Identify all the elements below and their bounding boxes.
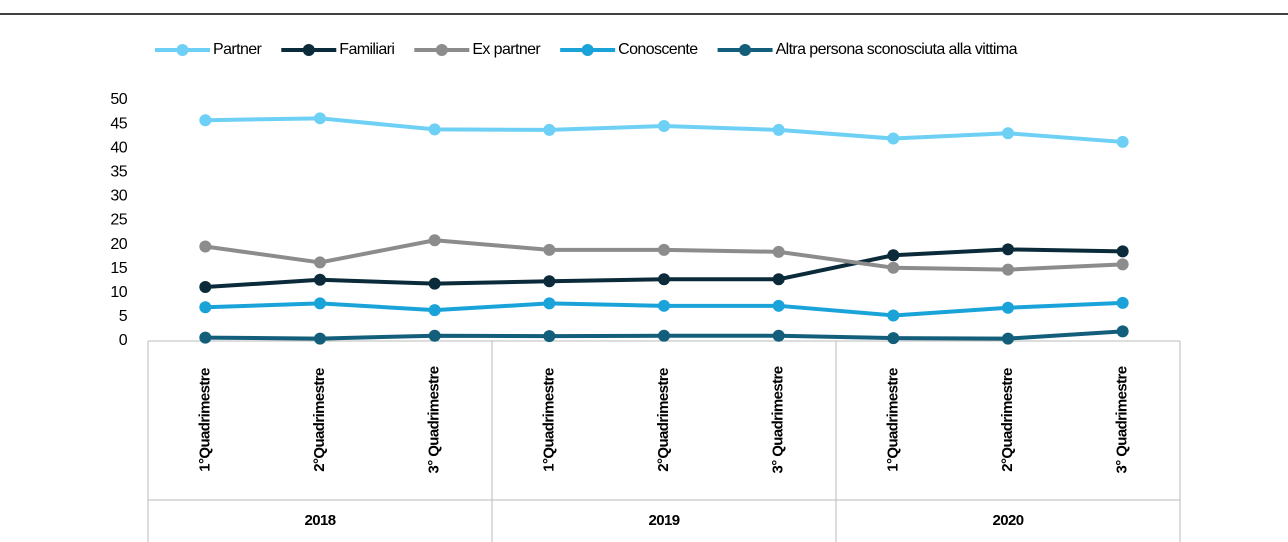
data-point [887, 332, 900, 345]
x-tick-label: 1°Quadrimestre [196, 368, 213, 472]
legend-label: Conoscente [618, 41, 698, 58]
y-tick-label: 45 [110, 115, 127, 132]
legend-marker [739, 44, 752, 56]
data-point [199, 114, 212, 127]
data-point [199, 240, 212, 253]
data-point [428, 123, 441, 136]
y-tick-label: 0 [119, 332, 128, 349]
y-tick-label: 20 [110, 236, 127, 253]
y-tick-label: 10 [110, 284, 127, 301]
data-point [543, 243, 556, 256]
y-tick-label: 30 [110, 188, 127, 205]
data-point [428, 277, 441, 290]
y-tick-label: 35 [110, 164, 127, 181]
data-point [1116, 135, 1129, 148]
data-point [428, 329, 441, 342]
data-point [772, 123, 785, 136]
data-point [1002, 127, 1014, 140]
data-point [887, 132, 900, 145]
group-label: 2018 [305, 512, 336, 529]
data-point [772, 273, 785, 286]
data-point [887, 249, 900, 262]
legend-label: Ex partner [472, 41, 541, 58]
data-point [428, 234, 441, 247]
y-tick-label: 40 [110, 139, 127, 156]
data-point [1116, 296, 1129, 309]
legend-marker [176, 44, 189, 56]
group-label: 2019 [649, 512, 680, 529]
data-point [1002, 301, 1014, 314]
data-point [314, 256, 326, 269]
data-point [658, 329, 670, 342]
legend-marker [435, 44, 448, 56]
data-point [543, 297, 556, 310]
legend-label: Familiari [339, 41, 394, 58]
data-point [314, 273, 326, 286]
data-point [658, 243, 670, 256]
data-point [772, 329, 785, 342]
data-point [772, 299, 785, 312]
y-tick-label: 25 [110, 212, 127, 229]
y-tick-label: 5 [119, 308, 128, 325]
x-tick-label: 2°Quadrimestre [655, 368, 672, 472]
data-point [1116, 325, 1129, 338]
legend-marker [581, 44, 594, 56]
y-tick-label: 15 [110, 260, 127, 277]
x-tick-label: 3° Quadrimestre [770, 366, 787, 473]
data-point [199, 301, 212, 314]
data-point [772, 245, 785, 258]
data-point [1116, 258, 1129, 271]
data-point [543, 275, 556, 288]
data-point [314, 297, 326, 310]
legend-marker [302, 44, 315, 56]
legend-label: Altra persona sconosciuta alla vittima [776, 41, 1018, 58]
y-tick-label: 50 [110, 91, 127, 108]
data-point [543, 330, 556, 343]
data-point [658, 273, 670, 286]
data-point [1002, 263, 1014, 276]
data-point [428, 304, 441, 317]
x-tick-label: 1°Quadrimestre [540, 368, 557, 472]
data-point [887, 261, 900, 274]
data-point [1116, 245, 1129, 258]
data-point [543, 123, 556, 136]
data-point [314, 332, 326, 345]
data-point [658, 299, 670, 312]
group-label: 2020 [993, 512, 1024, 529]
x-tick-label: 2°Quadrimestre [999, 368, 1016, 472]
data-point [199, 331, 212, 344]
data-point [314, 112, 326, 125]
data-point [1002, 332, 1014, 345]
data-point [1002, 243, 1014, 256]
x-tick-label: 3° Quadrimestre [1114, 366, 1131, 473]
data-point [887, 309, 900, 322]
data-point [658, 120, 670, 133]
x-tick-label: 2°Quadrimestre [311, 368, 328, 472]
x-tick-label: 3° Quadrimestre [426, 366, 443, 473]
data-point [199, 281, 212, 294]
legend-label: Partner [213, 41, 263, 58]
x-tick-label: 1°Quadrimestre [884, 368, 901, 472]
